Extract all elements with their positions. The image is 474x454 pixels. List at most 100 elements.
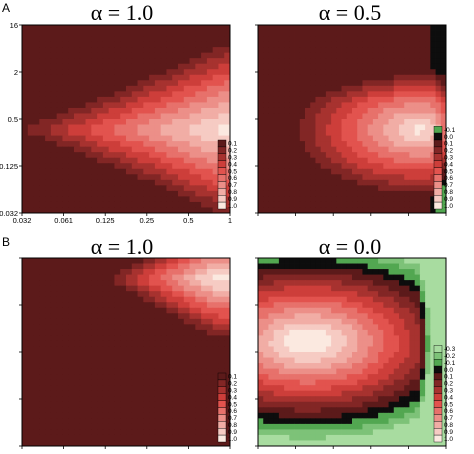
contour-cell: [149, 302, 156, 309]
contour-cell: [154, 263, 162, 270]
contour-cell: [346, 296, 353, 303]
contour-cell: [22, 291, 29, 298]
contour-cell: [336, 285, 342, 292]
contour-cell: [409, 280, 416, 287]
contour-cell: [268, 418, 275, 425]
contour-cell: [278, 135, 285, 142]
contour-cell: [367, 352, 374, 358]
contour-cell: [22, 196, 29, 203]
contour-cell: [278, 85, 285, 92]
contour-cell: [172, 130, 179, 136]
contour-cell: [114, 418, 121, 425]
contour-cell: [425, 74, 431, 81]
contour-cell: [425, 263, 431, 270]
contour-cell: [383, 340, 389, 347]
contour-cell: [399, 368, 405, 375]
contour-cell: [27, 313, 34, 320]
contour-cell: [278, 96, 285, 103]
contour-cell: [320, 329, 327, 336]
contour-cell: [183, 407, 190, 414]
contour-cell: [419, 174, 426, 181]
contour-cell: [149, 274, 156, 281]
contour-cell: [85, 263, 92, 270]
contour-cell: [131, 113, 138, 120]
contour-cell: [33, 324, 40, 331]
contour-cell: [419, 30, 426, 37]
contour-cell: [414, 91, 421, 98]
contour-cell: [160, 396, 167, 403]
contour-cell: [62, 274, 69, 281]
contour-cell: [258, 263, 264, 270]
contour-cell: [56, 296, 63, 303]
contour-cell: [399, 324, 405, 331]
contour-cell: [149, 141, 156, 148]
contour-cell: [425, 357, 431, 364]
contour-cell: [126, 69, 133, 76]
contour-cell: [419, 434, 426, 441]
contour-cell: [268, 385, 275, 392]
contour-cell: [404, 263, 410, 270]
contour-cell: [357, 157, 363, 164]
contour-cell: [352, 291, 358, 298]
contour-cell: [45, 196, 52, 203]
contour-cell: [315, 107, 322, 114]
contour-cell: [212, 190, 219, 197]
contour-cell: [289, 168, 295, 175]
contour-cell: [299, 379, 306, 386]
contour-cell: [126, 296, 133, 303]
contour-cell: [399, 30, 405, 37]
contour-cell: [218, 135, 225, 142]
contour-cell: [68, 91, 75, 98]
contour-cell: [178, 374, 185, 381]
contour-cell: [189, 307, 196, 314]
contour-cell: [268, 368, 275, 375]
contour-cell: [399, 340, 405, 347]
colorbar-swatch: [217, 146, 227, 154]
contour-cell: [50, 74, 58, 81]
contour-cell: [425, 296, 431, 303]
contour-cell: [357, 141, 363, 148]
contour-cell: [178, 74, 185, 81]
contour-cell: [126, 30, 133, 37]
colorbar-label: -0.1: [444, 127, 456, 134]
contour-cell: [154, 69, 162, 76]
contour-cell: [56, 396, 63, 403]
contour-cell: [284, 41, 290, 48]
contour-cell: [195, 63, 202, 70]
contour-cell: [33, 96, 40, 103]
contour-cell: [108, 418, 115, 425]
contour-cell: [367, 25, 374, 31]
contour-cell: [419, 152, 426, 159]
contour-cell: [331, 163, 337, 170]
contour-cell: [268, 324, 275, 331]
contour-cell: [178, 58, 185, 65]
contour-cell: [320, 30, 327, 37]
contour-cell: [195, 130, 202, 136]
contour-cell: [195, 318, 202, 325]
contour-cell: [341, 196, 348, 203]
contour-cell: [212, 335, 219, 342]
contour-cell: [218, 102, 225, 109]
contour-cell: [383, 113, 389, 120]
contour-cell: [273, 434, 280, 441]
contour-cell: [120, 47, 127, 54]
contour-cell: [430, 318, 436, 325]
contour-cell: [50, 196, 58, 203]
contour-cell: [195, 96, 202, 103]
contour-cell: [393, 258, 400, 264]
contour-cell: [289, 280, 295, 287]
contour-cell: [149, 285, 156, 292]
contour-cell: [39, 280, 46, 287]
contour-cell: [91, 269, 98, 275]
contour-cell: [320, 368, 327, 375]
contour-cell: [352, 318, 358, 325]
contour-cell: [224, 258, 231, 264]
contour-cell: [183, 418, 190, 425]
contour-cell: [68, 96, 75, 103]
contour-cell: [378, 141, 384, 148]
contour-cell: [346, 307, 353, 314]
contour-cell: [294, 280, 301, 287]
contour-cell: [33, 58, 40, 65]
contour-cell: [310, 157, 316, 164]
contour-cell: [258, 329, 264, 336]
